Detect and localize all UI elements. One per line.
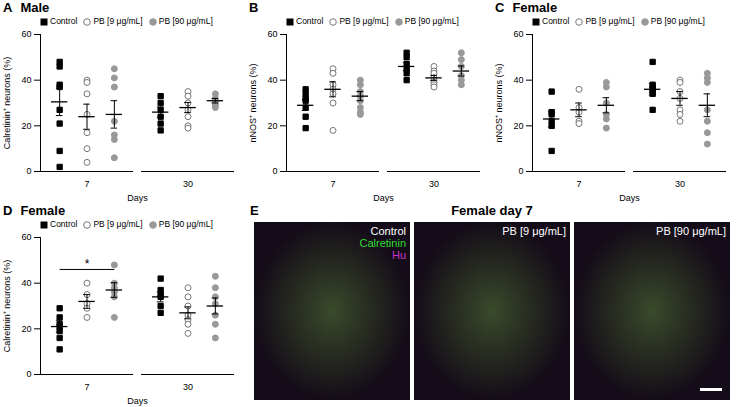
html-text:E: E [250,203,259,218]
svg-text:60: 60 [267,29,277,39]
svg-text:0: 0 [26,166,31,176]
svg-text:30: 30 [675,179,685,189]
svg-text:40: 40 [513,75,523,85]
svg-text:20: 20 [513,121,523,131]
svg-text:0: 0 [26,369,31,379]
svg-text:Days: Days [127,193,148,203]
svg-text:0: 0 [518,166,523,176]
html-text:PB [90 μg/mL]: PB [90 μg/mL] [404,16,459,26]
html-text:B: B [249,0,259,15]
svg-text:Days: Days [373,193,394,203]
svg-text:0: 0 [272,166,277,176]
html-text:PB [9 μg/mL]: PB [9 μg/mL] [93,219,143,229]
svg-text:30: 30 [183,382,193,392]
svg-text:*: * [85,257,90,271]
html-text:PB [90 μg/mL]: PB [90 μg/mL] [158,16,213,26]
svg-text:60: 60 [513,29,523,39]
svg-text:nNOS⁺ neurons (%): nNOS⁺ neurons (%) [248,63,258,142]
svg-text:Control: Control [371,225,406,237]
html-text:PB [90 μg/mL]: PB [90 μg/mL] [650,16,705,26]
svg-text:20: 20 [21,121,31,131]
svg-text:20: 20 [21,324,31,334]
svg-text:Calretinin⁺ neurons (%): Calretinin⁺ neurons (%) [2,57,12,150]
html-text:Control: Control [50,16,78,26]
svg-text:nNOS⁺ neurons (%): nNOS⁺ neurons (%) [494,63,504,142]
html-text:Control: Control [50,219,78,229]
html-text:Female day 7: Female day 7 [451,203,533,218]
svg-text:Days: Days [619,193,640,203]
html-text:PB [9 μg/mL]: PB [9 μg/mL] [339,16,389,26]
svg-text:40: 40 [21,75,31,85]
svg-text:20: 20 [267,121,277,131]
svg-text:40: 40 [21,278,31,288]
html-text:Control: Control [296,16,324,26]
html-text:Female: Female [20,203,66,218]
svg-text:PB [9 μg/mL]: PB [9 μg/mL] [502,225,566,237]
html-text:A: A [3,0,13,15]
html-text:Male: Male [20,0,50,15]
html-text:PB [90 μg/mL]: PB [90 μg/mL] [158,219,213,229]
svg-text:60: 60 [21,29,31,39]
svg-text:40: 40 [267,75,277,85]
svg-text:Hu: Hu [392,249,406,261]
svg-text:Calretinin: Calretinin [360,237,406,249]
svg-text:7: 7 [576,179,581,189]
svg-text:30: 30 [183,179,193,189]
svg-text:30: 30 [429,179,439,189]
svg-text:Days: Days [127,396,148,406]
html-text:Female: Female [512,0,558,15]
svg-text:60: 60 [21,232,31,242]
html-text:Control: Control [542,16,570,26]
html-text:PB [9 μg/mL]: PB [9 μg/mL] [93,16,143,26]
html-text:C: C [495,0,505,15]
svg-text:7: 7 [84,382,89,392]
html-text:D: D [3,203,13,218]
html-text:PB [9 μg/mL]: PB [9 μg/mL] [585,16,635,26]
svg-text:7: 7 [330,179,335,189]
svg-text:7: 7 [84,179,89,189]
svg-text:Calretinin⁺ neurons (%): Calretinin⁺ neurons (%) [2,260,12,353]
svg-text:PB [90 μg/mL]: PB [90 μg/mL] [656,225,726,237]
